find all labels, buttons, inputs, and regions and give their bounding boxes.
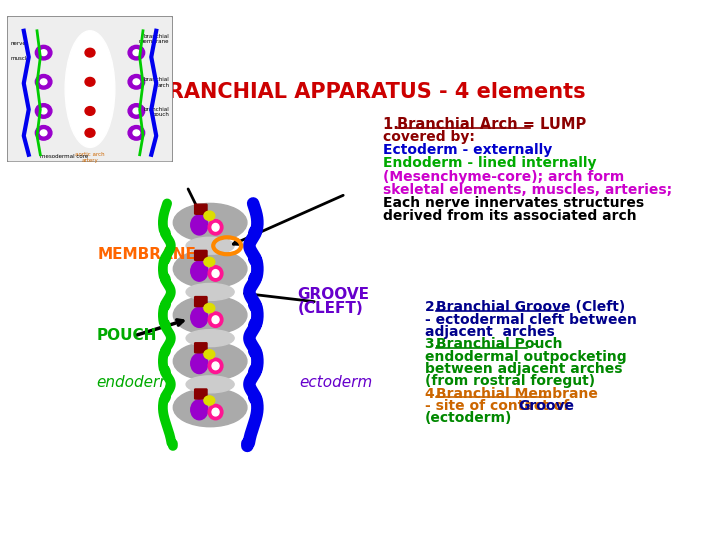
Text: skeletal elements, muscles, arteries;: skeletal elements, muscles, arteries; [383,183,672,197]
FancyBboxPatch shape [194,343,207,353]
Text: Branchial Pouch: Branchial Pouch [436,338,562,352]
Text: MEMBRANE: MEMBRANE [98,247,197,262]
Text: 1.: 1. [383,117,409,132]
Text: nerve: nerve [11,42,26,46]
Text: adjacent  arches: adjacent arches [425,325,554,339]
Ellipse shape [212,269,219,278]
Circle shape [133,130,140,136]
Circle shape [85,129,95,137]
FancyBboxPatch shape [194,389,207,399]
Text: Branchial Arch = LUMP: Branchial Arch = LUMP [397,117,586,132]
FancyBboxPatch shape [194,204,207,214]
Circle shape [128,75,145,89]
Text: (CLEFT): (CLEFT) [297,301,364,315]
Ellipse shape [186,330,234,347]
Text: branchial
arch: branchial arch [144,77,169,88]
Text: GROOVE: GROOVE [297,287,369,302]
Text: branchial
membrane: branchial membrane [139,33,169,44]
Ellipse shape [191,307,208,327]
Ellipse shape [66,31,115,147]
Text: aortic arch
artery: aortic arch artery [75,152,105,163]
Text: Each nerve innervates structures: Each nerve innervates structures [383,195,644,210]
Text: covered by:: covered by: [383,130,474,144]
Ellipse shape [212,316,219,323]
Text: Ectoderm - externally: Ectoderm - externally [383,143,552,157]
Ellipse shape [208,266,223,281]
Ellipse shape [174,249,247,288]
Ellipse shape [208,220,223,235]
Text: 4.: 4. [425,387,445,401]
FancyBboxPatch shape [194,296,207,307]
Ellipse shape [186,284,234,300]
Circle shape [128,104,145,118]
Text: (ectoderm): (ectoderm) [425,411,512,426]
Ellipse shape [174,388,247,427]
Circle shape [40,130,47,136]
Ellipse shape [191,354,208,374]
Text: ectoderm: ectoderm [300,375,372,390]
Ellipse shape [174,342,247,381]
Ellipse shape [208,404,223,420]
Ellipse shape [191,261,208,281]
Text: 3.: 3. [425,338,444,352]
Circle shape [40,50,47,56]
Text: - site of contact of: - site of contact of [425,399,574,413]
Text: Branchial Membrane: Branchial Membrane [436,387,598,401]
Circle shape [35,126,52,140]
Ellipse shape [204,350,215,359]
Ellipse shape [212,362,219,370]
Text: BRANCHIAL APPARATUS - 4 elements: BRANCHIAL APPARATUS - 4 elements [152,82,586,102]
Circle shape [40,108,47,114]
Text: (from rostral foregut): (from rostral foregut) [425,374,595,388]
Text: - ectodermal cleft between: - ectodermal cleft between [425,313,636,327]
Text: POUCH: POUCH [96,328,156,343]
Ellipse shape [204,257,215,267]
Text: derived from its associated arch: derived from its associated arch [383,209,636,223]
Ellipse shape [174,204,247,242]
Text: Groove: Groove [518,399,574,413]
Text: endoderm: endoderm [96,375,174,390]
Circle shape [133,108,140,114]
Ellipse shape [174,296,247,334]
Circle shape [40,79,47,85]
Circle shape [35,104,52,118]
Ellipse shape [212,408,219,416]
FancyBboxPatch shape [194,251,207,260]
Ellipse shape [204,396,215,405]
Ellipse shape [191,400,208,420]
Circle shape [85,77,95,86]
Ellipse shape [212,224,219,231]
Text: muscle: muscle [11,56,30,61]
Text: Branchial Groove (Cleft): Branchial Groove (Cleft) [436,300,625,314]
Ellipse shape [186,376,234,393]
Ellipse shape [191,215,208,235]
Circle shape [128,126,145,140]
Ellipse shape [204,303,215,313]
Text: branchial
pouch: branchial pouch [144,106,169,117]
Ellipse shape [208,358,223,374]
Text: endodermal outpocketing: endodermal outpocketing [425,350,626,364]
Text: between adjacent arches: between adjacent arches [425,362,622,376]
Circle shape [85,48,95,57]
Text: Endoderm - lined internally: Endoderm - lined internally [383,157,596,171]
Text: 2.: 2. [425,300,445,314]
Ellipse shape [204,211,215,220]
Circle shape [133,79,140,85]
Text: mesodermal core: mesodermal core [40,154,89,159]
Circle shape [85,106,95,116]
Ellipse shape [186,237,234,254]
Circle shape [128,45,145,60]
Circle shape [35,75,52,89]
Circle shape [35,45,52,60]
Circle shape [133,50,140,56]
Text: (Mesenchyme-core); arch form: (Mesenchyme-core); arch form [383,170,624,184]
Ellipse shape [208,312,223,327]
FancyBboxPatch shape [7,16,173,162]
Text: -: - [528,338,539,352]
